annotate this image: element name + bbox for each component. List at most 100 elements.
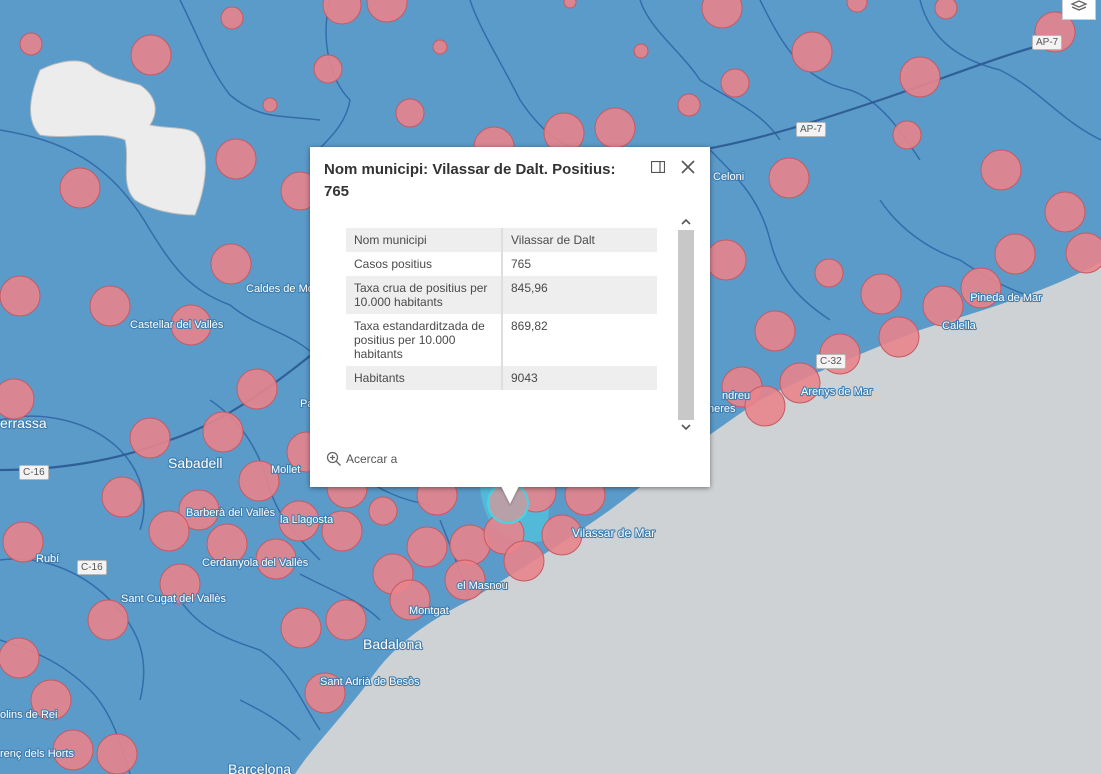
case-bubble[interactable]: [779, 362, 821, 404]
case-bubble[interactable]: [720, 68, 750, 98]
case-bubble[interactable]: [52, 729, 94, 771]
feature-popup: Nom municipi: Vilassar de Dalt. Positius…: [310, 147, 710, 487]
scroll-up-icon[interactable]: [678, 215, 694, 229]
case-bubble[interactable]: [1044, 191, 1086, 233]
case-bubble[interactable]: [899, 56, 941, 98]
zoom-to-action[interactable]: Acercar a: [326, 451, 397, 467]
attribute-row: Taxa estandarditzada de positius per 10.…: [346, 314, 657, 366]
case-bubble[interactable]: [101, 476, 143, 518]
popup-scrollbar[interactable]: [678, 215, 694, 435]
case-bubble[interactable]: [220, 6, 244, 30]
case-bubble[interactable]: [129, 417, 171, 459]
place-label: Celoni: [713, 171, 744, 183]
case-bubble[interactable]: [238, 460, 280, 502]
case-bubble[interactable]: [395, 98, 425, 128]
place-label: Sant Adrià de Besòs: [320, 676, 420, 688]
case-bubble[interactable]: [432, 39, 448, 55]
case-bubble[interactable]: [159, 563, 201, 605]
case-bubble[interactable]: [0, 378, 35, 420]
case-bubble[interactable]: [325, 599, 367, 641]
attribute-key: Nom municipi: [346, 228, 503, 252]
case-bubble[interactable]: [59, 167, 101, 209]
case-bubble[interactable]: [262, 97, 278, 113]
attribute-key: Taxa estandarditzada de positius per 10.…: [346, 314, 503, 366]
case-bubble[interactable]: [754, 310, 796, 352]
place-label: neres: [708, 403, 736, 415]
layers-button[interactable]: [1062, 0, 1096, 20]
case-bubble[interactable]: [892, 120, 922, 150]
case-bubble[interactable]: [0, 275, 41, 317]
case-bubble[interactable]: [87, 599, 129, 641]
case-bubble[interactable]: [96, 733, 138, 774]
case-bubble[interactable]: [389, 579, 431, 621]
case-bubble[interactable]: [744, 385, 786, 427]
case-bubble[interactable]: [19, 32, 43, 56]
case-bubble[interactable]: [791, 31, 833, 73]
case-bubble[interactable]: [705, 239, 747, 281]
case-bubble[interactable]: [366, 0, 408, 23]
case-bubble[interactable]: [814, 258, 844, 288]
case-bubble[interactable]: [922, 285, 964, 327]
place-label: Pineda de Mar: [970, 292, 1042, 304]
attribute-table: Nom municipi Vilassar de Dalt Casos positi…: [346, 228, 657, 390]
case-bubble[interactable]: [994, 233, 1036, 275]
attribute-value: 869,82: [511, 319, 548, 333]
case-bubble[interactable]: [878, 316, 920, 358]
case-bubble[interactable]: [178, 489, 220, 531]
highway-shield-c16: C-16: [77, 560, 107, 575]
scrollbar-thumb[interactable]: [678, 230, 694, 420]
case-bubble[interactable]: [280, 607, 322, 649]
close-icon[interactable]: [680, 159, 696, 175]
case-bubble[interactable]: [633, 43, 649, 59]
case-bubble[interactable]: [960, 267, 1002, 309]
case-bubble[interactable]: [206, 523, 248, 565]
case-bubble[interactable]: [594, 107, 636, 149]
place-label: Barcelona: [228, 761, 291, 774]
case-bubble[interactable]: [563, 0, 577, 9]
case-bubble[interactable]: [860, 273, 902, 315]
case-bubble[interactable]: [677, 93, 701, 117]
case-bubble[interactable]: [202, 411, 244, 453]
case-bubble[interactable]: [255, 538, 297, 580]
case-bubble[interactable]: [236, 368, 278, 410]
case-bubble[interactable]: [215, 138, 257, 180]
case-bubble[interactable]: [768, 157, 810, 199]
case-bubble[interactable]: [444, 559, 486, 601]
case-bubble[interactable]: [846, 0, 868, 13]
case-bubble[interactable]: [170, 304, 212, 346]
place-label: Cerdanyola del Vallès: [202, 557, 309, 569]
case-bubble[interactable]: [210, 243, 252, 285]
case-bubble[interactable]: [368, 496, 398, 526]
scroll-down-icon[interactable]: [678, 420, 694, 434]
attribute-key: Habitants: [346, 366, 503, 390]
case-bubble[interactable]: [148, 510, 190, 552]
case-bubble[interactable]: [89, 285, 131, 327]
case-bubble[interactable]: [934, 0, 958, 20]
case-bubble[interactable]: [406, 526, 448, 568]
highway-shield-ap7: AP-7: [1032, 35, 1063, 50]
case-bubble[interactable]: [322, 0, 362, 25]
case-bubble[interactable]: [1065, 232, 1101, 274]
case-bubble[interactable]: [2, 521, 44, 563]
case-bubble[interactable]: [701, 0, 743, 29]
place-label: Badalona: [363, 636, 422, 652]
case-bubble[interactable]: [304, 672, 346, 714]
case-bubble[interactable]: [321, 510, 363, 552]
case-bubble[interactable]: [0, 637, 40, 679]
attribute-row: Casos positius 765: [346, 252, 657, 276]
place-label: Calella: [942, 320, 977, 332]
zoom-to-label: Acercar a: [346, 452, 398, 466]
place-label: renç dels Horts: [0, 748, 74, 760]
case-bubble[interactable]: [30, 679, 72, 721]
case-bubble[interactable]: [130, 34, 172, 76]
highway-shield-c32: C-32: [816, 354, 846, 369]
case-bubble[interactable]: [278, 500, 320, 542]
dock-icon[interactable]: [651, 161, 665, 173]
case-bubble[interactable]: [980, 149, 1022, 191]
case-bubble[interactable]: [313, 54, 343, 84]
case-bubble[interactable]: [503, 540, 545, 582]
case-bubble[interactable]: [541, 514, 583, 556]
attribute-row: Nom municipi Vilassar de Dalt: [346, 228, 657, 252]
